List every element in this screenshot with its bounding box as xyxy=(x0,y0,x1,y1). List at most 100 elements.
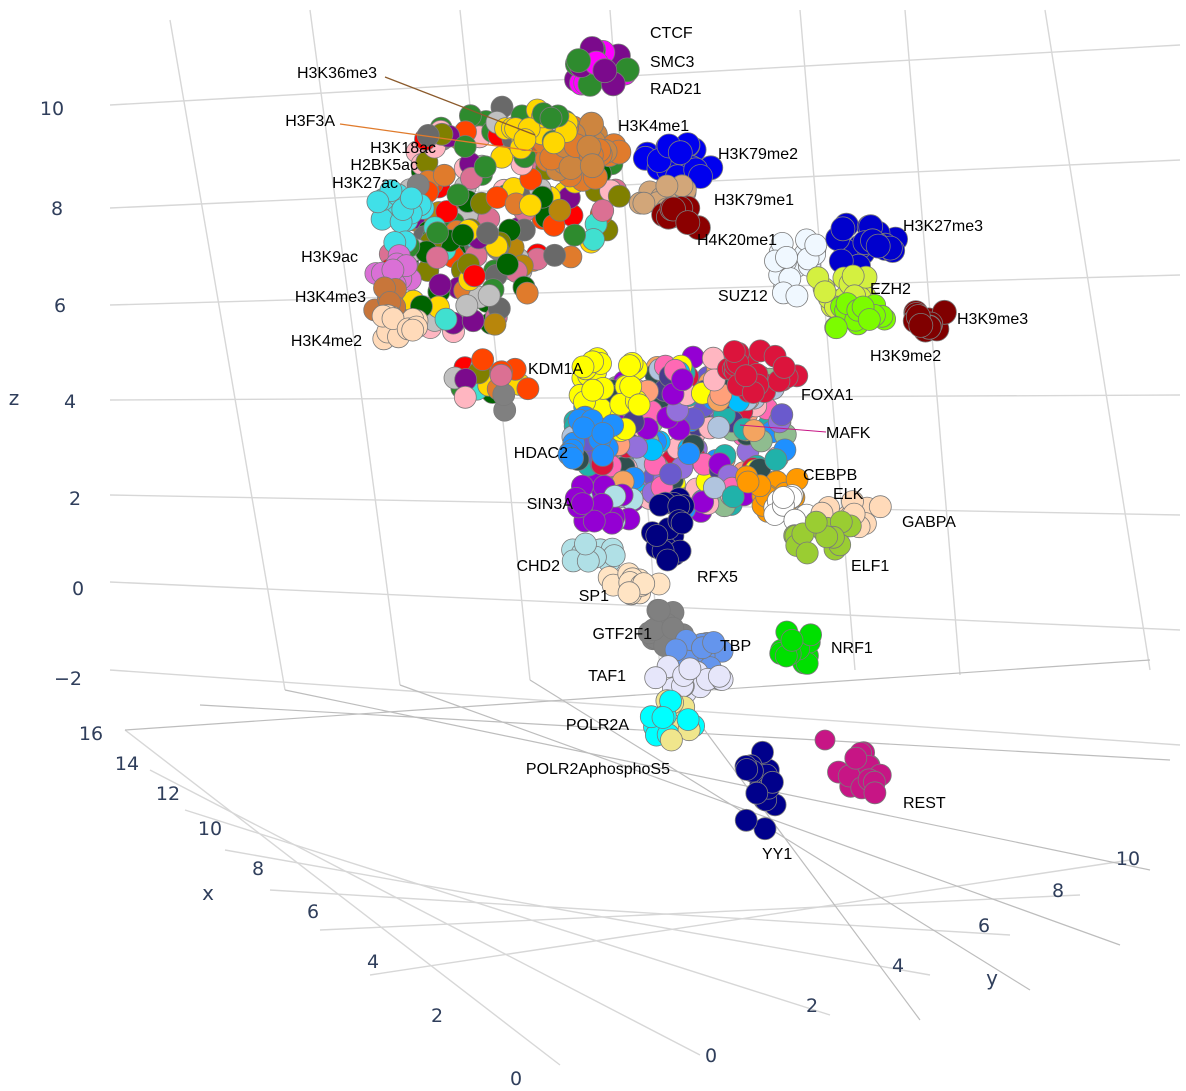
z-tick-label: 10 xyxy=(40,98,64,120)
data-point xyxy=(678,657,702,681)
data-point xyxy=(571,492,594,516)
grid-line xyxy=(109,44,1181,106)
data-point xyxy=(477,284,501,307)
grid-line xyxy=(149,769,701,1056)
grid-line xyxy=(269,889,1011,936)
data-point xyxy=(571,355,595,379)
grid-line xyxy=(309,9,401,686)
data-point xyxy=(676,708,700,731)
data-point xyxy=(451,223,475,247)
cluster-label-rest: REST xyxy=(903,795,946,812)
data-point xyxy=(563,223,586,247)
grid-line xyxy=(224,849,931,976)
x-tick-label: 16 xyxy=(79,723,103,745)
data-point xyxy=(516,377,540,401)
leader-line-h3k36me3 xyxy=(384,76,536,136)
data-point xyxy=(868,495,892,519)
data-point xyxy=(425,246,449,270)
data-point xyxy=(399,186,423,210)
x-tick-label: 8 xyxy=(252,858,264,880)
data-point xyxy=(428,273,452,297)
z-tick-label: 8 xyxy=(51,198,63,220)
z-tick-label: −2 xyxy=(54,668,82,690)
leader-lines xyxy=(339,76,827,433)
cluster-label-h3k9me2: H3K9me2 xyxy=(870,348,941,365)
data-point xyxy=(581,378,605,402)
data-point xyxy=(574,532,597,556)
data-point xyxy=(764,448,788,472)
cluster-label-sin3a: SIN3A xyxy=(527,496,574,513)
data-point xyxy=(865,233,891,259)
data-point xyxy=(645,524,669,547)
y-tick-label: 6 xyxy=(978,915,990,937)
cluster-label-taf1: TAF1 xyxy=(588,668,626,685)
cluster-label-polr2a: POLR2A xyxy=(566,717,629,734)
cluster-label-ezh2: EZH2 xyxy=(870,281,911,298)
data-point xyxy=(780,628,804,652)
data-point xyxy=(483,312,507,336)
cluster-label-yy1: YY1 xyxy=(762,846,792,863)
cluster-label-h3k79me1: H3K79me1 xyxy=(714,192,794,209)
cluster-label-h3k4me2: H3K4me2 xyxy=(291,333,362,350)
data-point xyxy=(558,155,584,180)
grid-line xyxy=(124,729,561,1066)
data-point xyxy=(548,198,572,222)
grid-line xyxy=(319,894,1081,931)
data-point xyxy=(702,631,725,654)
data-point xyxy=(734,808,758,832)
cluster-label-ctcf: CTCF xyxy=(650,25,693,42)
data-point xyxy=(561,446,584,470)
data-point xyxy=(492,383,516,407)
data-point xyxy=(721,485,745,509)
cluster-label-polr2aphosphos5: POLR2AphosphoS5 xyxy=(526,761,670,778)
z-tick-label: 4 xyxy=(64,391,76,413)
cluster-label-h3k9ac: H3K9ac xyxy=(301,249,358,266)
grid-line xyxy=(904,9,961,676)
data-point xyxy=(582,509,606,533)
y-tick-label: 2 xyxy=(806,995,818,1017)
data-point xyxy=(745,781,769,805)
data-point xyxy=(627,393,651,417)
data-point xyxy=(582,228,605,251)
x-tick-label: 6 xyxy=(307,901,319,923)
z-tick-label: 2 xyxy=(69,488,81,510)
data-point xyxy=(539,106,563,130)
grid-line xyxy=(184,809,831,1016)
z-axis-title: z xyxy=(9,386,20,410)
grid-line xyxy=(109,581,1181,631)
data-point xyxy=(435,200,459,223)
grid-line xyxy=(799,9,856,671)
grid-line xyxy=(609,9,661,671)
data-point xyxy=(366,190,390,214)
grid-line xyxy=(124,659,1151,731)
cluster-label-sp1: SP1 xyxy=(579,588,609,605)
points-layer xyxy=(363,36,957,841)
data-point xyxy=(401,318,425,342)
grid-line xyxy=(1044,9,1151,671)
cluster-label-h3f3a: H3F3A xyxy=(285,113,335,130)
cluster-label-elk: ELK xyxy=(833,486,864,503)
data-point xyxy=(426,221,449,245)
y-tick-label: 0 xyxy=(705,1045,717,1067)
cluster-label-suz12: SUZ12 xyxy=(718,288,768,305)
data-point xyxy=(515,281,539,305)
data-point xyxy=(446,183,470,207)
data-point xyxy=(462,264,486,288)
cluster-label-h3k27me3: H3K27me3 xyxy=(903,218,983,235)
grid-line xyxy=(529,679,1031,991)
data-point xyxy=(703,476,726,500)
data-point xyxy=(647,599,671,622)
data-point xyxy=(857,308,881,331)
data-point xyxy=(591,443,615,467)
leader-line-mafk xyxy=(739,424,827,433)
grid-line xyxy=(284,689,1151,871)
cluster-labels: CTCF SMC3 RAD21 H3K36me3 H3F3A H3K4me1 H3K18ac… xyxy=(285,25,1028,863)
data-point xyxy=(519,193,542,217)
data-point xyxy=(632,191,656,215)
x-tick-label: 0 xyxy=(510,1068,522,1090)
data-point xyxy=(489,363,513,387)
tick-labels: −2 0 2 4 6 8 10 0 2 4 6 8 10 12 14 16 0 2 4 6 8 10 xyxy=(40,98,1140,1090)
data-point xyxy=(659,462,682,486)
cluster-label-gabpa: GABPA xyxy=(902,514,956,531)
data-point xyxy=(863,781,887,805)
